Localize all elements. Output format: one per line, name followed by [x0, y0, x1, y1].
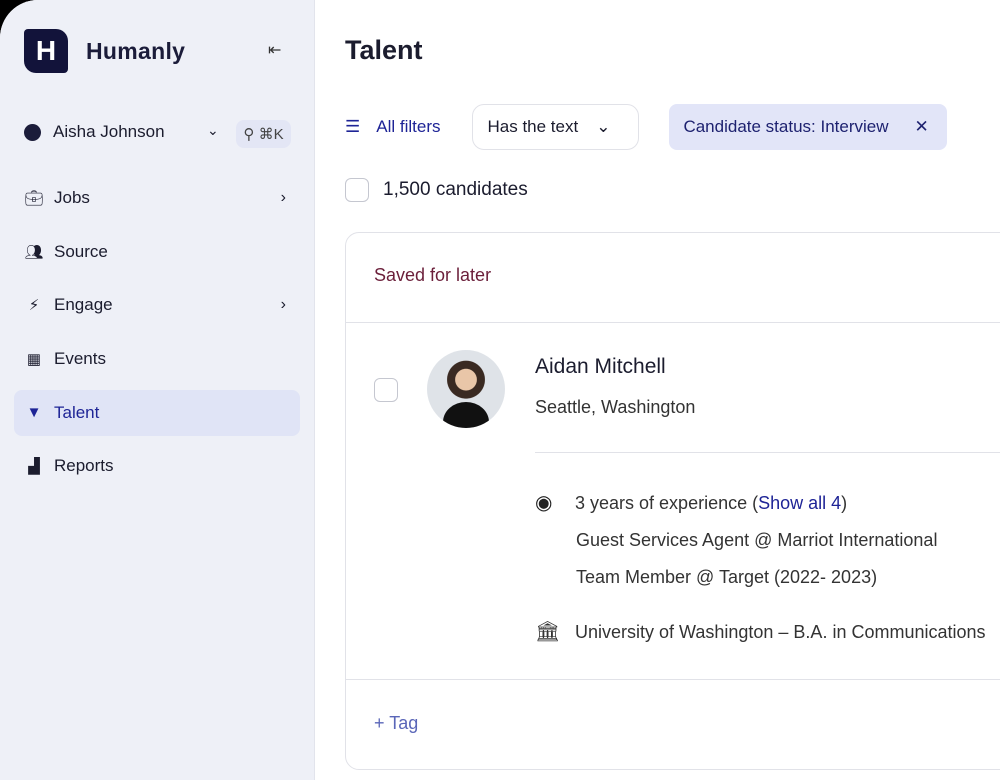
candidate-name[interactable]: Aidan Mitchell	[535, 355, 666, 378]
all-filters-button[interactable]: ☰ All filters	[345, 117, 440, 137]
job-entry: Team Member @ Target (2022- 2023)	[576, 567, 878, 587]
divider	[346, 679, 1000, 680]
calendar-icon: ▦	[26, 351, 42, 369]
select-all-checkbox[interactable]	[345, 178, 369, 202]
nav-label: Reports	[54, 456, 114, 476]
filter-bar: ☰ All filters Has the text ⌄ Candidate sta…	[345, 104, 947, 150]
candidate-card: Saved for later Aidan Mitchell Seattle, …	[345, 232, 1000, 770]
chip-label: Candidate status: Interview	[683, 117, 889, 136]
dropdown-label: Has the text	[487, 117, 579, 136]
section-label: Saved for later	[374, 265, 492, 285]
avatar	[427, 350, 505, 428]
experience-summary: 3 years of experience (	[575, 493, 759, 513]
page-title: Talent	[345, 35, 423, 65]
shortcut-label: ⌘K	[258, 126, 284, 143]
select-all: 1,500 candidates	[345, 178, 528, 202]
briefcase-icon: 💼︎	[24, 190, 44, 207]
people-icon: 👥︎	[24, 243, 44, 261]
nav-label: Engage	[54, 295, 113, 315]
divider	[535, 452, 1000, 453]
paren: )	[841, 493, 848, 513]
chevron-right-icon: ›	[280, 296, 286, 314]
sidebar-item-events[interactable]: ▦ Events	[14, 336, 300, 382]
search-button[interactable]: ⚲ ⌘K	[236, 120, 291, 148]
user-menu[interactable]: Aisha Johnson	[24, 122, 165, 142]
user-circle-icon: ◉	[535, 492, 553, 514]
sidebar-nav: 💼︎ Jobs › 👥︎ Source ⚡︎ Engage › ▦ Events ▼ Tale…	[14, 175, 300, 497]
education: 🏛︎ University of Washington – B.A. in Com…	[535, 619, 986, 644]
humanly-logo: H	[24, 29, 68, 73]
chevron-down-icon: ⌄	[596, 117, 611, 136]
experience: ◉ 3 years of experience (Show all 4) Gues…	[535, 485, 937, 596]
user-icon	[24, 123, 41, 141]
sidebar-item-engage[interactable]: ⚡︎ Engage ›	[14, 282, 300, 328]
sidebar-item-talent[interactable]: ▼ Talent	[14, 389, 300, 436]
nav-label: Events	[54, 349, 106, 369]
nav-label: Talent	[54, 402, 100, 422]
funnel-icon: ▼	[26, 404, 42, 422]
sidebar-item-reports[interactable]: ▟ Reports	[14, 443, 300, 489]
sidebar-item-jobs[interactable]: 💼︎ Jobs ›	[14, 175, 300, 221]
chevron-right-icon: ›	[280, 189, 286, 206]
chevron-down-icon[interactable]: ⌄	[207, 122, 219, 138]
divider	[346, 322, 1000, 323]
close-icon[interactable]: ✕	[914, 117, 929, 136]
candidate-count: 1,500 candidates	[383, 179, 528, 200]
sliders-icon: ☰	[345, 117, 361, 136]
user-name: Aisha Johnson	[53, 122, 165, 141]
collapse-sidebar-icon[interactable]: ⇤	[268, 42, 282, 59]
sidebar-item-source[interactable]: 👥︎ Source	[14, 229, 300, 275]
add-tag-button[interactable]: + Tag	[374, 713, 419, 733]
search-icon: ⚲	[243, 126, 259, 143]
education-text: University of Washington – B.A. in Commu…	[575, 622, 986, 642]
bar-chart-icon: ▟	[28, 458, 40, 476]
text-filter-dropdown[interactable]: Has the text ⌄	[472, 104, 640, 150]
sidebar: H Humanly ⇤ Aisha Johnson ⌄ ⚲ ⌘K 💼︎ Jobs ›…	[0, 0, 315, 780]
filter-chip[interactable]: Candidate status: Interview ✕	[669, 104, 947, 150]
institution-icon: 🏛︎	[535, 621, 561, 643]
show-all-link[interactable]: Show all 4	[758, 493, 842, 513]
bolt-icon: ⚡︎	[28, 297, 40, 315]
nav-label: Source	[54, 241, 108, 261]
nav-label: Jobs	[54, 188, 90, 207]
all-filters-label: All filters	[376, 117, 441, 136]
candidate-location: Seattle, Washington	[535, 397, 696, 417]
job-entry: Guest Services Agent @ Marriot Internati…	[576, 530, 938, 550]
brand-name: Humanly	[86, 38, 186, 64]
candidate-checkbox[interactable]	[374, 378, 398, 402]
